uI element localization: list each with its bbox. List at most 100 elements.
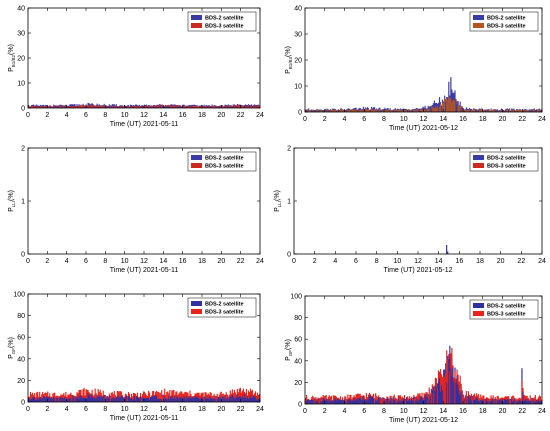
legend-swatch-bds2 bbox=[191, 155, 202, 160]
bds3-bar bbox=[525, 110, 527, 112]
bds3-bar bbox=[39, 391, 41, 402]
bds2-bar bbox=[248, 397, 251, 402]
bds3-bar bbox=[325, 395, 327, 404]
bds3-bar bbox=[329, 396, 331, 404]
legend-box bbox=[469, 151, 539, 172]
bds3-bar bbox=[520, 109, 522, 112]
bds3-bar bbox=[86, 389, 88, 402]
bds3-bar bbox=[493, 109, 495, 112]
bds3-bar bbox=[539, 396, 542, 404]
bds3-bar bbox=[417, 393, 419, 404]
bds2-bar bbox=[523, 110, 525, 112]
bds2-bar bbox=[179, 396, 181, 402]
legend-box bbox=[469, 299, 539, 320]
bds2-bar bbox=[229, 396, 231, 402]
bds3-bar bbox=[241, 106, 243, 108]
bds2-bar bbox=[311, 399, 313, 404]
bds3-bar bbox=[443, 102, 445, 112]
x-tick-label: 6 bbox=[84, 258, 88, 265]
bds3-bar bbox=[356, 393, 358, 404]
bds3-bar bbox=[235, 106, 237, 108]
x-tick-label: 14 bbox=[439, 116, 447, 123]
bds2-bar bbox=[457, 385, 459, 404]
bds2-bar bbox=[30, 398, 32, 402]
bds2-bar bbox=[417, 400, 419, 404]
bds3-bar bbox=[74, 396, 76, 402]
y-tick-label: 80 bbox=[17, 313, 25, 320]
x-tick-label: 4 bbox=[65, 406, 69, 413]
bds2-bar bbox=[193, 398, 195, 402]
bds3-bar bbox=[238, 105, 240, 108]
bds3-bar bbox=[70, 392, 72, 402]
bds3-bar bbox=[349, 394, 351, 404]
bds2-bar bbox=[245, 398, 248, 402]
bds2-bar bbox=[315, 110, 317, 112]
bds2-bar bbox=[327, 400, 329, 404]
y-tick-label: 0 bbox=[21, 106, 25, 113]
bds3-bar bbox=[96, 105, 98, 108]
bds2-bar bbox=[531, 109, 533, 112]
bds2-bar bbox=[438, 378, 441, 404]
bds2-bar bbox=[468, 398, 471, 404]
bds3-bar bbox=[537, 110, 540, 112]
bds2-bar bbox=[194, 396, 196, 402]
bds2-bar bbox=[426, 396, 428, 404]
bds2-bar bbox=[134, 399, 137, 402]
bds3-bar bbox=[334, 109, 337, 112]
bds2-bar bbox=[485, 400, 487, 404]
bds3-bar bbox=[408, 109, 410, 112]
bds3-bar bbox=[230, 105, 232, 108]
bds3-bar bbox=[79, 105, 81, 108]
bds3-bar bbox=[354, 396, 356, 404]
bds3-bar bbox=[347, 109, 349, 112]
x-tick-label: 16 bbox=[455, 258, 463, 265]
bds3-bar bbox=[534, 395, 536, 404]
bds3-bar bbox=[488, 109, 490, 112]
bds2-bar bbox=[75, 397, 77, 402]
bds3-bar bbox=[202, 392, 204, 402]
bds2-bar bbox=[141, 397, 144, 402]
bds3-bar bbox=[164, 388, 166, 402]
bds2-bar bbox=[433, 100, 435, 112]
bds3-bar bbox=[375, 393, 377, 404]
bds2-bar bbox=[47, 105, 49, 108]
bds3-bar bbox=[61, 106, 63, 108]
bds2-bar bbox=[515, 110, 517, 112]
bds2-bar bbox=[150, 397, 152, 402]
bds2-bar bbox=[349, 399, 351, 404]
bds3-bar bbox=[306, 395, 308, 404]
legend-swatch-bds3 bbox=[191, 309, 202, 314]
bds2-bar bbox=[373, 398, 375, 404]
bds2-bar bbox=[155, 106, 157, 108]
bds2-bar bbox=[353, 397, 355, 404]
bds3-bar bbox=[234, 392, 236, 402]
bds3-bar bbox=[436, 106, 439, 112]
bds2-bar bbox=[418, 109, 420, 112]
bds2-bar bbox=[233, 397, 235, 402]
bds2-bar bbox=[535, 109, 537, 112]
bds2-bar bbox=[463, 109, 465, 112]
legend-swatch-bds2 bbox=[191, 15, 202, 20]
x-tick-label: 14 bbox=[439, 408, 447, 415]
bds2-bar bbox=[364, 399, 366, 404]
bds3-bar bbox=[428, 108, 430, 112]
bds3-bar bbox=[78, 106, 80, 108]
bds3-bar bbox=[527, 110, 529, 112]
bds3-bar bbox=[30, 106, 32, 108]
bds3-bar bbox=[521, 380, 523, 404]
bds2-bar bbox=[422, 399, 424, 404]
bds2-bar bbox=[307, 399, 309, 404]
bds2-bar bbox=[87, 393, 89, 402]
bds2-bar bbox=[337, 398, 340, 404]
bds3-bar bbox=[533, 109, 535, 112]
bds2-bar bbox=[122, 397, 124, 402]
bds3-bar bbox=[188, 106, 190, 108]
bds3-bar bbox=[320, 396, 322, 404]
bds3-bar bbox=[250, 390, 253, 402]
bds2-bar bbox=[244, 104, 247, 108]
bds2-bar bbox=[255, 399, 258, 402]
bds2-bar bbox=[89, 104, 91, 108]
legend-label-bds3: BDS-3 satellite bbox=[487, 164, 526, 170]
bds3-bar bbox=[248, 392, 251, 402]
bds2-bar bbox=[455, 383, 457, 404]
